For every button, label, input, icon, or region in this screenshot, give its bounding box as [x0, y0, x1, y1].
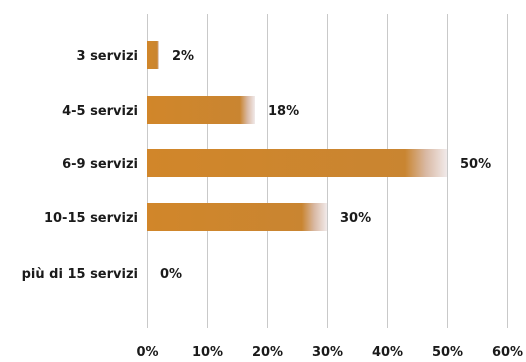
x-tick-label: 20% [252, 345, 283, 360]
x-tick-label: 10% [192, 345, 223, 360]
category-label: 6-9 servizi [62, 157, 138, 172]
bars [147, 41, 447, 231]
x-tick-label: 0% [136, 345, 158, 360]
x-tick-label: 40% [372, 345, 403, 360]
x-tick-label: 30% [312, 345, 343, 360]
x-tick-label: 50% [432, 345, 463, 360]
data-label: 50% [460, 157, 491, 172]
category-label: più di 15 servizi [22, 267, 138, 282]
category-label: 3 servizi [77, 49, 139, 64]
data-label: 0% [160, 267, 182, 282]
bar [147, 203, 327, 231]
x-tick-label: 60% [492, 345, 523, 360]
bar [147, 149, 447, 177]
labels: 0% 10% 20% 30% 40% 50% 60% 3 servizi 2% 4-5 servi… [22, 49, 523, 360]
bar [147, 96, 255, 124]
data-label: 30% [340, 211, 371, 226]
bar [147, 41, 159, 69]
category-label: 4-5 servizi [62, 104, 138, 119]
data-label: 2% [172, 49, 194, 64]
category-label: 10-15 servizi [44, 211, 138, 226]
data-label: 18% [268, 104, 299, 119]
